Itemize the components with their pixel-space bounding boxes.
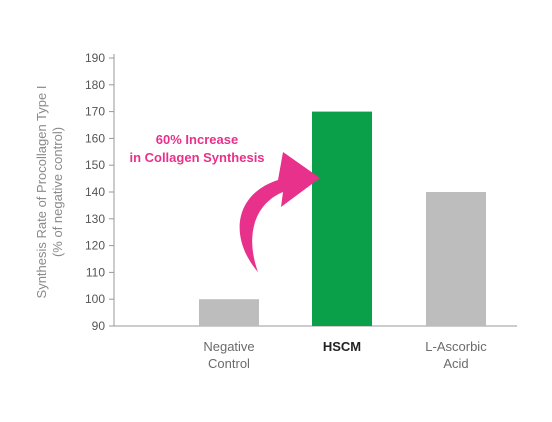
x-tick-label-line: Negative	[203, 339, 254, 354]
x-tick-labels: Negative Control HSCM L-Ascorbic Acid	[203, 339, 487, 371]
annotation-text-line: in Collagen Synthesis	[129, 150, 264, 165]
annotation: 60% Increase in Collagen Synthesis	[129, 132, 320, 272]
x-tick-label-line: HSCM	[323, 339, 361, 354]
y-axis-label: Synthesis Rate of Procollagen Type I(% o…	[34, 86, 65, 299]
annotation-text-line: 60% Increase	[156, 132, 238, 147]
y-tick-label: 150	[85, 158, 105, 172]
y-tick-label: 170	[85, 105, 105, 119]
x-tick-label: Negative Control	[203, 339, 254, 371]
y-tick-label: 100	[85, 292, 105, 306]
y-tick-label: 160	[85, 131, 105, 145]
y-tick-label: 190	[85, 51, 105, 65]
x-tick-label-line: Acid	[443, 356, 468, 371]
bar	[312, 111, 372, 326]
y-axis-title-line: Synthesis Rate of Procollagen Type I	[34, 86, 49, 299]
y-axis-title-line: (% of negative control)	[50, 127, 65, 257]
annotation-arrow-icon	[239, 152, 320, 272]
x-tick-label-line: L-Ascorbic	[425, 339, 487, 354]
axes: 90 100 110 120 130 140 150 160 170 180 190	[85, 51, 517, 333]
y-tick-label: 120	[85, 239, 105, 253]
x-tick-label: HSCM	[323, 339, 361, 354]
bar	[199, 299, 259, 326]
y-tick-label: 140	[85, 185, 105, 199]
x-tick-label: L-Ascorbic Acid	[425, 339, 487, 371]
y-tick-label: 90	[92, 319, 106, 333]
annotation-text: 60% Increase in Collagen Synthesis	[129, 132, 264, 165]
bars	[199, 111, 486, 326]
x-tick-label-line: Control	[208, 356, 250, 371]
y-axis-title: Synthesis Rate of Procollagen Type I(% o…	[34, 86, 65, 299]
y-tick-label: 180	[85, 78, 105, 92]
bar	[426, 192, 486, 326]
y-tick-label: 110	[86, 265, 105, 279]
y-tick-label: 130	[85, 212, 105, 226]
